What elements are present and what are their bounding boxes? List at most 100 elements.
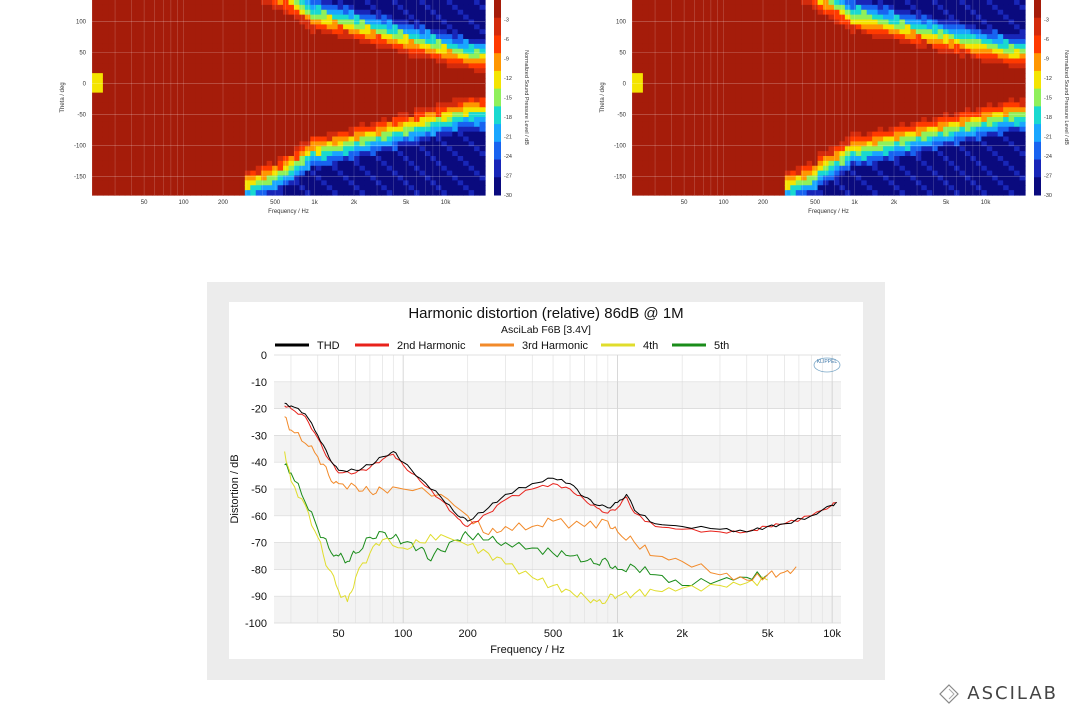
- heatmap-cell: [162, 68, 170, 74]
- heatmap-cell: [239, 4, 246, 11]
- heatmap-cell: [326, 9, 333, 16]
- heatmap-cell: [97, 14, 104, 21]
- heatmap-cell: [195, 136, 202, 142]
- heatmap-cell: [195, 141, 202, 147]
- heatmap-cell: [141, 165, 148, 172]
- heatmap-cell: [354, 48, 361, 55]
- heatmap-cell: [386, 151, 393, 157]
- heatmap-cell: [304, 9, 311, 16]
- heatmap-cell: [817, 39, 824, 45]
- heatmap-cell: [730, 146, 737, 152]
- heatmap-cell: [348, 107, 355, 113]
- heatmap-cell: [168, 160, 175, 167]
- heatmap-cell: [97, 43, 104, 50]
- heatmap-cell: [664, 102, 671, 108]
- heatmap-cell: [806, 19, 813, 25]
- heatmap-cell: [724, 43, 731, 50]
- heatmap-cell: [752, 48, 759, 55]
- heatmap-cell: [141, 146, 148, 152]
- heatmap-cell: [288, 4, 295, 11]
- heatmap-cell: [310, 185, 317, 191]
- heatmap-cell: [642, 165, 649, 172]
- heatmap-cell: [686, 107, 693, 113]
- heatmap-cell: [642, 4, 649, 11]
- heatmap-cell: [266, 180, 273, 186]
- heatmap-cell: [468, 151, 475, 157]
- heatmap-cell: [828, 126, 835, 133]
- heatmap-cell: [828, 53, 835, 60]
- heatmap-cell: [430, 180, 437, 186]
- heatmap-cell: [162, 107, 170, 113]
- heatmap-cell: [184, 24, 191, 30]
- heatmap-cell: [381, 160, 388, 167]
- heatmap-cell: [719, 141, 726, 147]
- heatmap-cell: [730, 180, 737, 186]
- heatmap-cell: [844, 180, 851, 186]
- heatmap-cell: [833, 78, 841, 84]
- heatmap-cell: [474, 136, 481, 142]
- heatmap-cell: [697, 190, 704, 196]
- heatmap-cell: [97, 156, 104, 162]
- heatmap-cell: [839, 185, 846, 191]
- heatmap-cell: [255, 9, 262, 16]
- heatmap-cell: [233, 92, 240, 99]
- heatmap-cell: [255, 87, 262, 94]
- heatmap-cell: [348, 63, 355, 69]
- heatmap-cell: [414, 170, 421, 177]
- heatmap-cell: [686, 190, 693, 196]
- heatmap-cell: [288, 185, 295, 191]
- heatmap-cell: [321, 175, 328, 181]
- heatmap-cell: [757, 131, 764, 138]
- heatmap-cell: [359, 34, 366, 40]
- heatmap-cell: [288, 121, 295, 128]
- heatmap-cell: [752, 170, 759, 177]
- heatmap-cell: [408, 141, 415, 147]
- heatmap-cell: [419, 48, 426, 55]
- heatmap-cell: [293, 48, 301, 55]
- heatmap-cell: [217, 146, 224, 152]
- heatmap-cell: [463, 87, 470, 94]
- heatmap-cell: [446, 97, 453, 103]
- heatmap-cell: [746, 39, 753, 45]
- heatmap-cell: [364, 165, 371, 172]
- heatmap-cell: [452, 160, 459, 167]
- heatmap-cell: [708, 131, 715, 138]
- heatmap-cell: [839, 19, 846, 25]
- heatmap-cell: [479, 180, 486, 186]
- heatmap-cell: [348, 34, 355, 40]
- heatmap-cell: [195, 78, 202, 84]
- heatmap-cell: [670, 102, 677, 108]
- heatmap-cell: [664, 141, 671, 147]
- heatmap-cell: [730, 170, 737, 177]
- heatmap-cell: [408, 117, 415, 123]
- heatmap-cell: [910, 24, 917, 30]
- heatmap-cell: [768, 14, 775, 21]
- heatmap-cell: [468, 82, 475, 89]
- heatmap-cell: [239, 160, 246, 167]
- heatmap-cell: [332, 175, 339, 181]
- heatmap-cell: [119, 121, 126, 128]
- heatmap-cell: [904, 53, 911, 60]
- heatmap-cell: [452, 4, 459, 11]
- heatmap-cell: [904, 48, 911, 55]
- heatmap-cell: [419, 126, 426, 133]
- heatmap-cell: [735, 121, 742, 128]
- heatmap-cell: [190, 78, 197, 84]
- heatmap-cell: [283, 175, 290, 181]
- heatmap-cell: [773, 107, 780, 113]
- heatmap-cell: [217, 151, 224, 157]
- heatmap-cell: [146, 107, 153, 113]
- heatmap-cell: [828, 29, 835, 35]
- heatmap-cell: [190, 117, 197, 123]
- heatmap-cell: [430, 131, 437, 138]
- heatmap-cell: [642, 160, 649, 167]
- heatmap-cell: [806, 92, 813, 99]
- heatmap-cell: [403, 131, 410, 138]
- heatmap-cell: [648, 19, 655, 25]
- heatmap-cell: [304, 146, 311, 152]
- heatmap-cell: [686, 73, 693, 79]
- heatmap-cell: [752, 97, 759, 103]
- heatmap-cell: [844, 78, 851, 84]
- heatmap-cell: [315, 73, 322, 79]
- heatmap-cell: [735, 126, 742, 133]
